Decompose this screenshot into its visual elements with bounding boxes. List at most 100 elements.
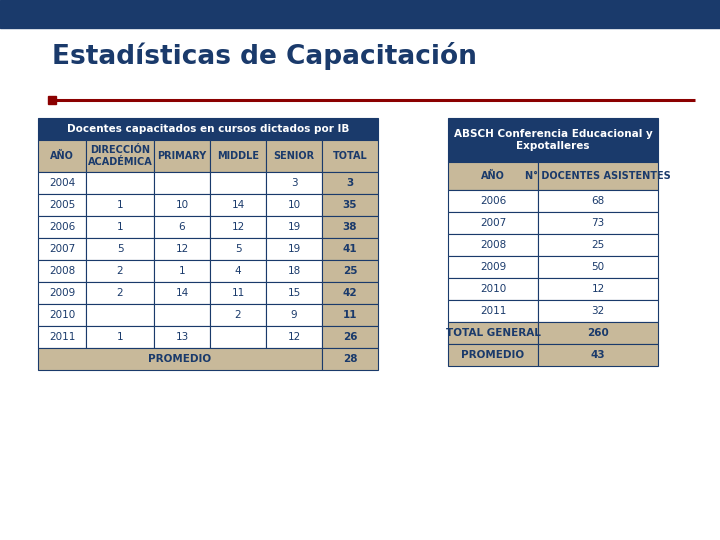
Text: 260: 260 xyxy=(587,328,609,338)
Bar xyxy=(448,212,538,234)
Text: MIDDLE: MIDDLE xyxy=(217,151,259,161)
Text: 4: 4 xyxy=(235,266,241,276)
Text: PROMEDIO: PROMEDIO xyxy=(148,354,212,364)
Text: DIRECCIÓN
ACADÉMICA: DIRECCIÓN ACADÉMICA xyxy=(88,145,153,167)
Text: PRIMARY: PRIMARY xyxy=(158,151,207,161)
Bar xyxy=(448,322,538,344)
Bar xyxy=(322,216,378,238)
Text: 14: 14 xyxy=(176,288,189,298)
Bar xyxy=(210,216,266,238)
Bar xyxy=(322,172,378,194)
Text: 2006: 2006 xyxy=(480,196,506,206)
Bar xyxy=(38,216,86,238)
Bar xyxy=(266,260,322,282)
Text: SENIOR: SENIOR xyxy=(274,151,315,161)
Text: TOTAL GENERAL: TOTAL GENERAL xyxy=(446,328,541,338)
Text: 2004: 2004 xyxy=(49,178,75,188)
Bar xyxy=(266,140,322,172)
Text: 13: 13 xyxy=(176,332,189,342)
Bar xyxy=(266,216,322,238)
Bar xyxy=(448,300,538,322)
Bar xyxy=(154,194,210,216)
Text: 10: 10 xyxy=(287,200,300,210)
Text: 3: 3 xyxy=(346,178,354,188)
Text: 28: 28 xyxy=(343,354,357,364)
Text: 50: 50 xyxy=(591,262,605,272)
Bar xyxy=(266,194,322,216)
Bar xyxy=(154,326,210,348)
Bar xyxy=(38,194,86,216)
Text: 2009: 2009 xyxy=(49,288,75,298)
Bar xyxy=(38,348,322,370)
Bar xyxy=(210,326,266,348)
Bar xyxy=(38,140,86,172)
Text: 2007: 2007 xyxy=(480,218,506,228)
Text: 3: 3 xyxy=(291,178,297,188)
Bar xyxy=(322,348,378,370)
Text: Estadísticas de Capacitación: Estadísticas de Capacitación xyxy=(52,42,477,70)
Bar xyxy=(266,238,322,260)
Bar xyxy=(322,238,378,260)
Text: 2: 2 xyxy=(235,310,241,320)
Text: 12: 12 xyxy=(176,244,189,254)
Bar xyxy=(86,260,154,282)
Text: 25: 25 xyxy=(343,266,357,276)
Text: AÑO: AÑO xyxy=(50,151,74,161)
Text: 2009: 2009 xyxy=(480,262,506,272)
Text: 25: 25 xyxy=(591,240,605,250)
Text: 38: 38 xyxy=(343,222,357,232)
Bar xyxy=(0,0,720,28)
Text: 73: 73 xyxy=(591,218,605,228)
Bar xyxy=(86,282,154,304)
Text: 5: 5 xyxy=(235,244,241,254)
Bar xyxy=(210,282,266,304)
Bar xyxy=(38,282,86,304)
Bar xyxy=(538,256,658,278)
Bar xyxy=(538,190,658,212)
Bar xyxy=(86,304,154,326)
Text: PROMEDIO: PROMEDIO xyxy=(462,350,525,360)
Bar xyxy=(48,96,56,104)
Bar xyxy=(448,278,538,300)
Bar xyxy=(322,304,378,326)
Text: AÑO: AÑO xyxy=(481,171,505,181)
Bar xyxy=(322,326,378,348)
Bar xyxy=(266,172,322,194)
Bar xyxy=(38,260,86,282)
Text: 6: 6 xyxy=(179,222,185,232)
Bar xyxy=(154,282,210,304)
Text: 10: 10 xyxy=(176,200,189,210)
Text: 43: 43 xyxy=(590,350,606,360)
Bar xyxy=(154,260,210,282)
Bar xyxy=(86,216,154,238)
Text: ABSCH Conferencia Educacional y
Expotalleres: ABSCH Conferencia Educacional y Expotall… xyxy=(454,129,652,151)
Bar xyxy=(448,190,538,212)
Bar xyxy=(38,238,86,260)
Text: 41: 41 xyxy=(343,244,357,254)
Text: 11: 11 xyxy=(343,310,357,320)
Text: 12: 12 xyxy=(591,284,605,294)
Text: TOTAL: TOTAL xyxy=(333,151,367,161)
Bar xyxy=(210,260,266,282)
Text: 19: 19 xyxy=(287,244,301,254)
Bar xyxy=(86,238,154,260)
Bar xyxy=(538,234,658,256)
Bar xyxy=(210,238,266,260)
Bar xyxy=(86,140,154,172)
Bar xyxy=(210,304,266,326)
Text: 2006: 2006 xyxy=(49,222,75,232)
Bar xyxy=(154,216,210,238)
Bar xyxy=(154,140,210,172)
Text: 2011: 2011 xyxy=(480,306,506,316)
Bar xyxy=(154,172,210,194)
Text: 12: 12 xyxy=(231,222,245,232)
Bar xyxy=(154,304,210,326)
Bar xyxy=(448,118,658,162)
Text: 42: 42 xyxy=(343,288,357,298)
Bar xyxy=(322,282,378,304)
Bar xyxy=(448,234,538,256)
Text: N° DOCENTES ASISTENTES: N° DOCENTES ASISTENTES xyxy=(525,171,671,181)
Bar xyxy=(322,194,378,216)
Text: 15: 15 xyxy=(287,288,301,298)
Text: 32: 32 xyxy=(591,306,605,316)
